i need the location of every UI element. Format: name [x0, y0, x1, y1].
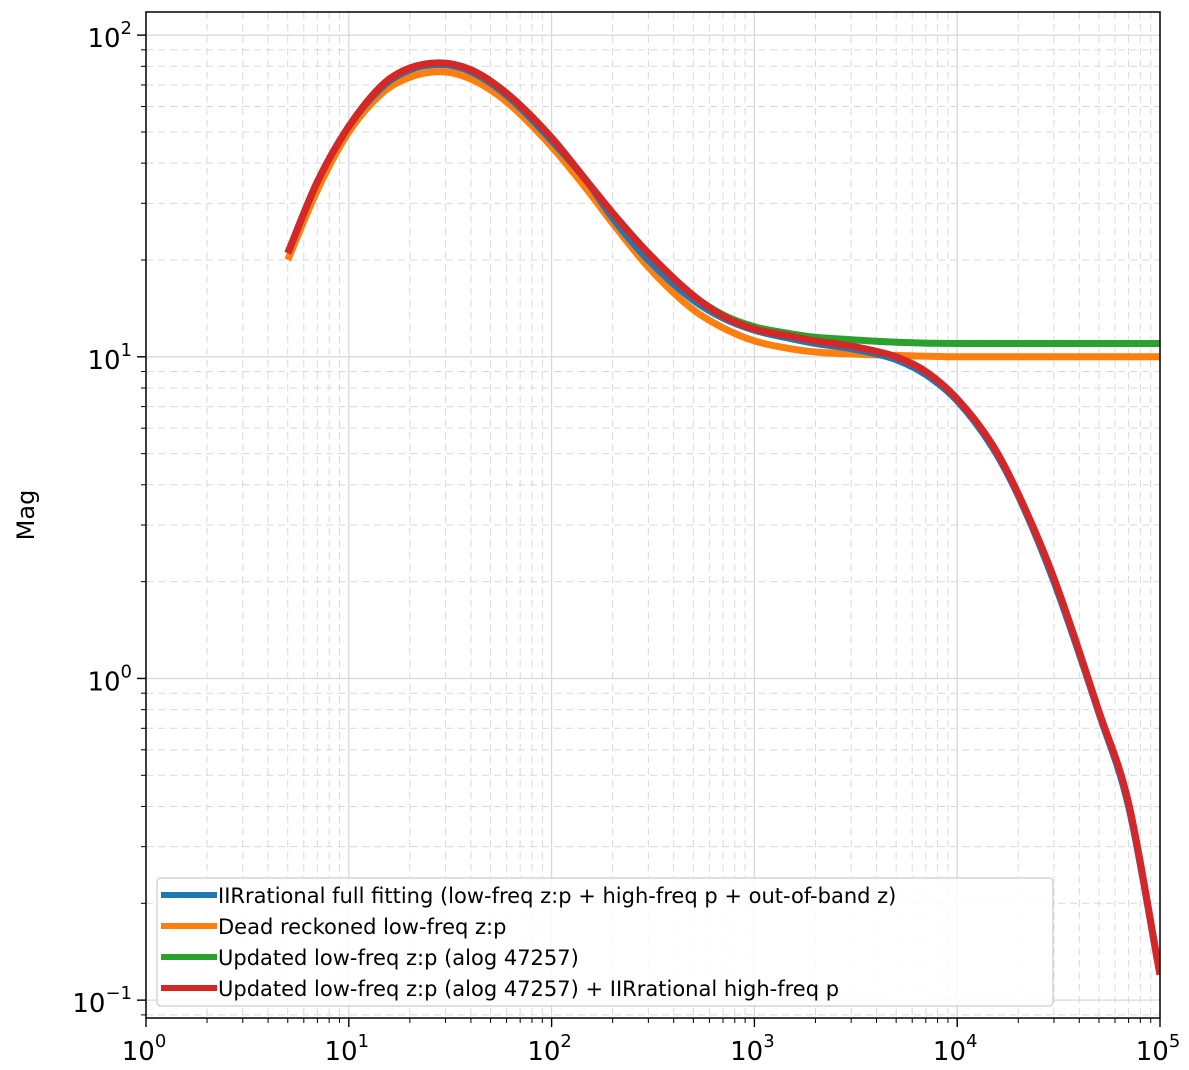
x-tick-label: 101: [325, 1031, 370, 1067]
x-tick-label: 103: [730, 1031, 775, 1067]
series-line-4: [284, 59, 1160, 976]
x-tick-label: 105: [1136, 1031, 1181, 1067]
y-tick-label: 102: [87, 18, 132, 54]
legend-box: [156, 877, 1054, 1007]
series-line-2: [284, 68, 1160, 361]
legend-entry: IIRrational full fitting (low-freq z:p +…: [218, 884, 896, 908]
y-axis-label: Mag: [12, 490, 40, 541]
series-layer: [284, 59, 1160, 976]
y-tick-label: 100: [87, 661, 132, 697]
plot-frame: [145, 11, 1161, 1019]
x-tick-label: 104: [933, 1031, 978, 1067]
x-tick-label: 102: [527, 1031, 572, 1067]
minor-grid: [146, 12, 1160, 1018]
legend-entry: Updated low-freq z:p (alog 47257): [218, 946, 579, 970]
y-tick-label: 10−1: [72, 983, 132, 1019]
ticks-layer: 100 101 102 103 104 105 10−1 100 101 102: [72, 18, 1180, 1067]
legend-entry: Dead reckoned low-freq z:p: [218, 915, 506, 939]
y-tick-label: 101: [87, 340, 132, 376]
x-tick-label: 100: [122, 1031, 167, 1067]
legend-entry: Updated low-freq z:p (alog 47257) + IIRr…: [218, 977, 839, 1001]
legend: IIRrational full fitting (low-freq z:p +…: [156, 877, 1054, 1007]
